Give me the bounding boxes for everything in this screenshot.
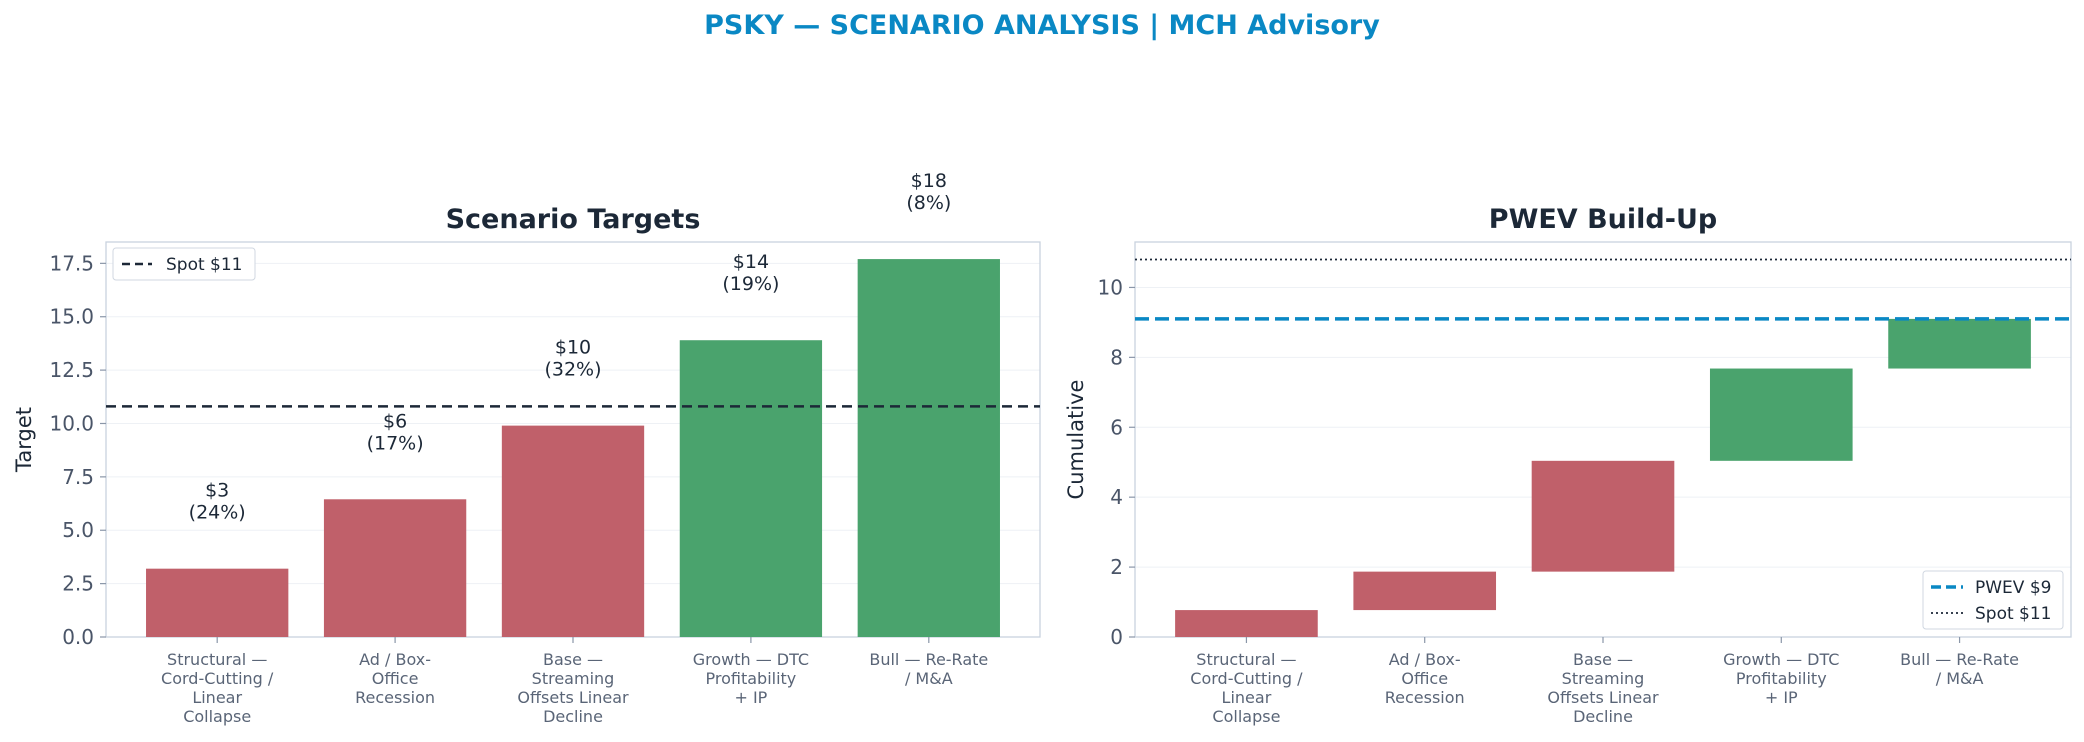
x-tick-label-line: Growth — DTC <box>693 650 809 669</box>
legend-frame <box>112 247 256 281</box>
x-tick-label-line: Cord-Cutting / <box>161 669 274 688</box>
figure-title: PSKY — SCENARIO ANALYSIS | MCH Advisory <box>704 10 1380 41</box>
y-tick-label: 8 <box>1110 345 1123 369</box>
x-tick-label-line: Ad / Box- <box>359 650 431 669</box>
x-tick-label-line: + IP <box>734 688 767 707</box>
x-tick-label-line: Office <box>372 669 419 688</box>
x-tick-label: Growth — DTC Profitability + IP <box>1723 650 1839 707</box>
data-label-value: $14 <box>733 251 769 273</box>
legend-label-spot: Spot $11 <box>166 255 243 275</box>
x-tick-label-line: Structural — <box>1196 650 1296 669</box>
y-tick-label: 4 <box>1110 485 1123 509</box>
y-tick-label: 0 <box>1110 625 1123 649</box>
x-tick-label: Structural — Cord-Cutting / Linear Collapse <box>161 650 274 726</box>
bar <box>501 425 645 637</box>
x-tick-label-line: + IP <box>1765 688 1798 707</box>
data-label-probability: (32%) <box>544 359 601 381</box>
y-tick-label: 10.0 <box>49 411 94 435</box>
x-tick-label-line: Linear <box>1222 688 1272 707</box>
y-axis-label: Target <box>12 407 36 473</box>
waterfall-bar <box>1709 368 1853 461</box>
x-tick-label-line: Offsets Linear <box>517 688 629 707</box>
x-tick-label: Base — Streaming Offsets Linear Decline <box>1547 650 1659 726</box>
y-tick-label: 17.5 <box>49 251 94 275</box>
x-tick-label-line: Recession <box>355 688 435 707</box>
y-tick-label: 6 <box>1110 415 1123 439</box>
y-tick-label: 2.5 <box>62 572 94 596</box>
data-label-value: $10 <box>555 337 591 359</box>
y-tick-label: 5.0 <box>62 518 94 542</box>
x-tick-label: Ad / Box-Office Recession <box>1385 650 1465 707</box>
x-tick-label-line: Collapse <box>1212 707 1280 726</box>
x-tick-label: Growth — DTC Profitability + IP <box>693 650 809 707</box>
legend: PWEV $9 Spot $11 <box>1922 570 2064 630</box>
chart-title: Scenario Targets <box>446 204 701 235</box>
x-tick-label-line: Growth — DTC <box>1723 650 1839 669</box>
y-tick-label: 12.5 <box>49 358 94 382</box>
x-tick-label-line: Decline <box>543 707 603 726</box>
x-tick-label-line: Structural — <box>167 650 267 669</box>
y-tick-label: 7.5 <box>62 465 94 489</box>
legend-label-spot: Spot $11 <box>1975 604 2052 624</box>
data-label-value: $6 <box>383 410 407 432</box>
scenario-targets-chart: 0.0 2.5 5.0 7.5 10.0 12.5 15.0 17.5 Target Scenar… <box>12 170 1041 726</box>
x-tick-label: Bull — Re-Rate / M&A <box>869 650 988 688</box>
x-tick-label-line: Decline <box>1573 707 1633 726</box>
x-tick-label-line: Bull — Re-Rate <box>1900 650 2019 669</box>
x-tick-label-line: Office <box>1401 669 1448 688</box>
x-tick-label-line: / M&A <box>905 669 953 688</box>
legend: Spot $11 <box>112 247 256 281</box>
bar <box>857 259 1000 637</box>
x-tick-label-line: Base — <box>543 650 603 669</box>
data-label-probability: (8%) <box>906 192 951 214</box>
x-tick-label: Ad / Box-Office Recession <box>355 650 435 707</box>
x-tick-label-line: Linear <box>192 688 242 707</box>
legend-frame <box>1922 570 2064 630</box>
x-tick-label: Base — Streaming Offsets Linear Decline <box>517 650 629 726</box>
x-tick-label-line: Profitability <box>1736 669 1827 688</box>
x-tick-label-line: Ad / Box- <box>1389 650 1461 669</box>
data-label-value: $3 <box>205 480 229 502</box>
waterfall-bar <box>1175 610 1318 637</box>
x-tick-label-line: Streaming <box>1562 669 1645 688</box>
y-axis-label: Cumulative <box>1064 380 1088 500</box>
x-tick-label-line: Profitability <box>706 669 797 688</box>
waterfall-bar <box>1353 571 1497 611</box>
pwev-buildup-chart: 0 2 4 6 8 10 Cumulative PWEV Build-Up Structural… <box>1064 204 2072 726</box>
waterfall-bar <box>1531 460 1675 572</box>
x-tick-label-line: Cord-Cutting / <box>1190 669 1303 688</box>
x-tick-label-line: Streaming <box>532 669 615 688</box>
y-tick-label: 2 <box>1110 555 1123 579</box>
y-tick-label: 15.0 <box>49 305 94 329</box>
y-tick-label: 10 <box>1098 275 1123 299</box>
bar <box>679 340 823 637</box>
data-label-probability: (17%) <box>367 432 424 454</box>
data-label-value: $18 <box>911 170 947 192</box>
x-tick-label-line: / M&A <box>1936 669 1984 688</box>
x-tick-label-line: Collapse <box>183 707 251 726</box>
waterfall-bar <box>1888 318 2031 369</box>
chart-title: PWEV Build-Up <box>1489 204 1717 235</box>
x-tick-label-line: Bull — Re-Rate <box>869 650 988 669</box>
x-tick-label-line: Recession <box>1385 688 1465 707</box>
x-tick-label-line: Offsets Linear <box>1547 688 1659 707</box>
bar <box>146 568 289 637</box>
x-tick-label: Bull — Re-Rate / M&A <box>1900 650 2019 688</box>
x-tick-label-line: Base — <box>1573 650 1633 669</box>
x-tick-label: Structural — Cord-Cutting / Linear Collapse <box>1190 650 1303 726</box>
data-label-probability: (19%) <box>722 273 779 295</box>
data-label-probability: (24%) <box>189 502 246 524</box>
y-tick-label: 0.0 <box>62 625 94 649</box>
legend-label-pwev: PWEV $9 <box>1975 578 2051 598</box>
bar <box>323 499 467 637</box>
